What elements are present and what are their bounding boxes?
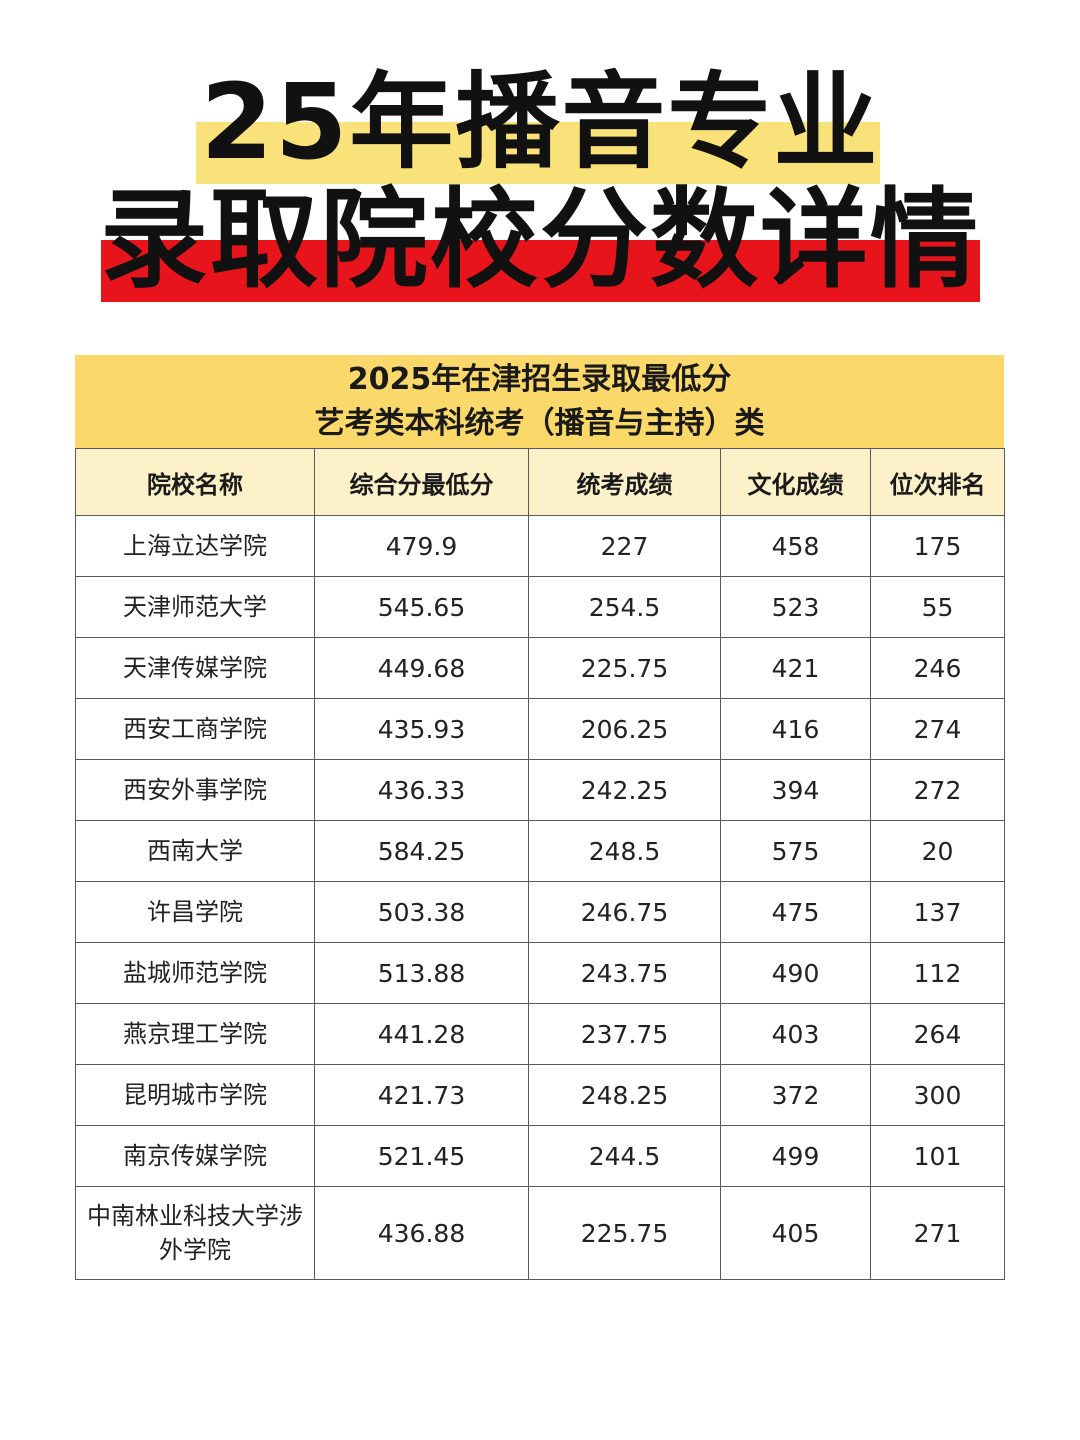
table-row: 上海立达学院 479.9 227 458 175 xyxy=(75,515,1005,577)
culture-score-cell: 405 xyxy=(720,1186,871,1280)
composite-min-cell: 479.9 xyxy=(314,515,529,577)
table-row: 西南大学 584.25 248.5 575 20 xyxy=(75,820,1005,882)
culture-score-cell: 416 xyxy=(720,698,871,760)
column-header-rank: 位次排名 xyxy=(870,448,1005,516)
culture-score-cell: 499 xyxy=(720,1125,871,1187)
composite-min-cell: 503.38 xyxy=(314,881,529,943)
school-name-cell: 西安工商学院 xyxy=(75,698,315,760)
composite-min-cell: 435.93 xyxy=(314,698,529,760)
yellow-highlight-bar xyxy=(196,122,880,184)
composite-min-cell: 584.25 xyxy=(314,820,529,882)
composite-min-cell: 545.65 xyxy=(314,576,529,638)
culture-score-cell: 421 xyxy=(720,637,871,699)
culture-score-cell: 575 xyxy=(720,820,871,882)
school-name-cell: 西南大学 xyxy=(75,820,315,882)
table-row: 燕京理工学院 441.28 237.75 403 264 xyxy=(75,1003,1005,1065)
composite-min-cell: 513.88 xyxy=(314,942,529,1004)
exam-score-cell: 254.5 xyxy=(528,576,721,638)
column-header-row: 院校名称 综合分最低分 统考成绩 文化成绩 位次排名 xyxy=(75,448,1005,516)
column-header-school: 院校名称 xyxy=(75,448,315,516)
composite-min-cell: 421.73 xyxy=(314,1064,529,1126)
rank-cell: 264 xyxy=(870,1003,1005,1065)
school-name-cell: 昆明城市学院 xyxy=(75,1064,315,1126)
table-row: 许昌学院 503.38 246.75 475 137 xyxy=(75,881,1005,943)
culture-score-cell: 490 xyxy=(720,942,871,1004)
school-name-cell: 天津师范大学 xyxy=(75,576,315,638)
table-heading: 2025年在津招生录取最低分 艺考类本科统考（播音与主持）类 xyxy=(75,355,1004,448)
school-name-cell: 南京传媒学院 xyxy=(75,1125,315,1187)
table-row: 中南林业科技大学涉外学院 436.88 225.75 405 271 xyxy=(75,1186,1005,1280)
culture-score-cell: 372 xyxy=(720,1064,871,1126)
exam-score-cell: 237.75 xyxy=(528,1003,721,1065)
composite-min-cell: 436.33 xyxy=(314,759,529,821)
culture-score-cell: 523 xyxy=(720,576,871,638)
school-name-cell: 上海立达学院 xyxy=(75,515,315,577)
exam-score-cell: 246.75 xyxy=(528,881,721,943)
school-name-cell: 西安外事学院 xyxy=(75,759,315,821)
column-header-culture-score: 文化成绩 xyxy=(720,448,871,516)
exam-score-cell: 242.25 xyxy=(528,759,721,821)
score-table: 院校名称 综合分最低分 统考成绩 文化成绩 位次排名 上海立达学院 479.9 … xyxy=(75,448,1005,1280)
school-name-cell: 许昌学院 xyxy=(75,881,315,943)
culture-score-cell: 458 xyxy=(720,515,871,577)
table-row: 南京传媒学院 521.45 244.5 499 101 xyxy=(75,1125,1005,1187)
column-header-exam-score: 统考成绩 xyxy=(528,448,721,516)
rank-cell: 175 xyxy=(870,515,1005,577)
table-row: 西安工商学院 435.93 206.25 416 274 xyxy=(75,698,1005,760)
table-heading-line-1: 2025年在津招生录取最低分 xyxy=(347,361,732,397)
title-line-2: 录取院校分数详情 xyxy=(99,178,980,303)
table-row: 天津师范大学 545.65 254.5 523 55 xyxy=(75,576,1005,638)
composite-min-cell: 436.88 xyxy=(314,1186,529,1280)
school-name-cell: 盐城师范学院 xyxy=(75,942,315,1004)
rank-cell: 272 xyxy=(870,759,1005,821)
composite-min-cell: 449.68 xyxy=(314,637,529,699)
composite-min-cell: 441.28 xyxy=(314,1003,529,1065)
exam-score-cell: 248.5 xyxy=(528,820,721,882)
title-line-1: 25年播音专业 xyxy=(200,61,880,183)
red-highlight-bar xyxy=(101,240,980,302)
exam-score-cell: 227 xyxy=(528,515,721,577)
table-row: 昆明城市学院 421.73 248.25 372 300 xyxy=(75,1064,1005,1126)
rank-cell: 300 xyxy=(870,1064,1005,1126)
rank-cell: 20 xyxy=(870,820,1005,882)
exam-score-cell: 248.25 xyxy=(528,1064,721,1126)
school-name-cell: 燕京理工学院 xyxy=(75,1003,315,1065)
exam-score-cell: 243.75 xyxy=(528,942,721,1004)
school-name-cell: 天津传媒学院 xyxy=(75,637,315,699)
culture-score-cell: 394 xyxy=(720,759,871,821)
rank-cell: 55 xyxy=(870,576,1005,638)
composite-min-cell: 521.45 xyxy=(314,1125,529,1187)
rank-cell: 246 xyxy=(870,637,1005,699)
rank-cell: 101 xyxy=(870,1125,1005,1187)
table-row: 西安外事学院 436.33 242.25 394 272 xyxy=(75,759,1005,821)
exam-score-cell: 206.25 xyxy=(528,698,721,760)
column-header-composite-min: 综合分最低分 xyxy=(314,448,529,516)
admission-score-table: 2025年在津招生录取最低分 艺考类本科统考（播音与主持）类 院校名称 综合分最… xyxy=(75,355,1005,1280)
exam-score-cell: 225.75 xyxy=(528,1186,721,1280)
table-row: 天津传媒学院 449.68 225.75 421 246 xyxy=(75,637,1005,699)
exam-score-cell: 244.5 xyxy=(528,1125,721,1187)
poster-title: 25年播音专业 录取院校分数详情 xyxy=(0,0,1080,320)
table-row: 盐城师范学院 513.88 243.75 490 112 xyxy=(75,942,1005,1004)
rank-cell: 274 xyxy=(870,698,1005,760)
rank-cell: 112 xyxy=(870,942,1005,1004)
culture-score-cell: 475 xyxy=(720,881,871,943)
school-name-cell: 中南林业科技大学涉外学院 xyxy=(75,1186,315,1280)
rank-cell: 271 xyxy=(870,1186,1005,1280)
table-heading-line-2: 艺考类本科统考（播音与主持）类 xyxy=(314,405,765,441)
exam-score-cell: 225.75 xyxy=(528,637,721,699)
rank-cell: 137 xyxy=(870,881,1005,943)
culture-score-cell: 403 xyxy=(720,1003,871,1065)
